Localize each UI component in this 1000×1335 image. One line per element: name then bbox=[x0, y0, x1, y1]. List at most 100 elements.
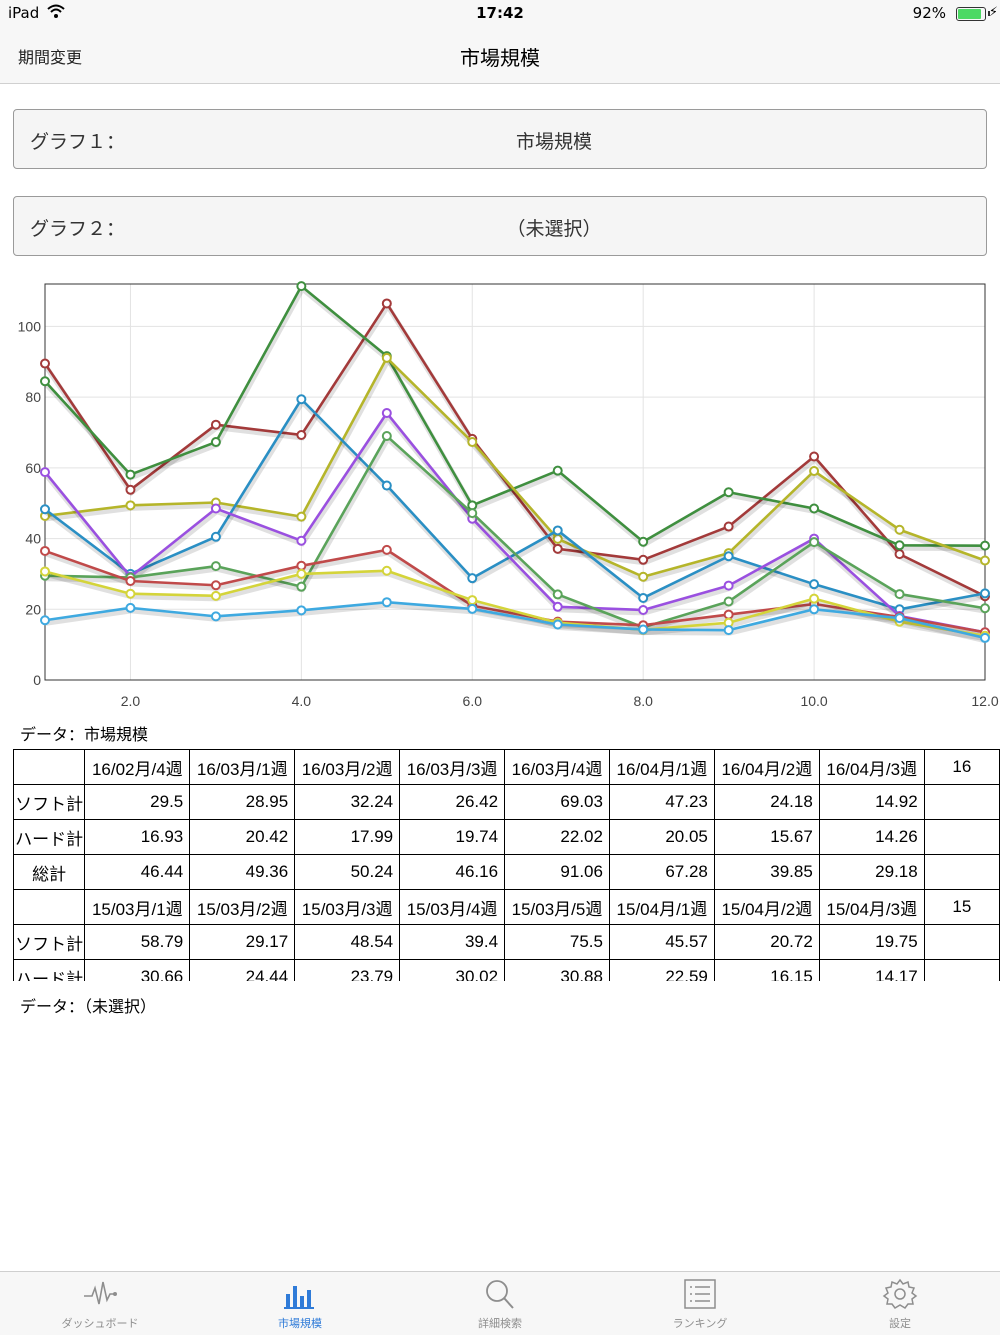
data-point bbox=[210, 580, 221, 591]
column-header: 15/03月/1週 bbox=[84, 889, 191, 925]
table-cell: 48.54 bbox=[294, 924, 401, 960]
data-point bbox=[552, 465, 563, 476]
pulse-icon bbox=[84, 1281, 117, 1305]
wifi-icon bbox=[47, 4, 65, 18]
data-point bbox=[40, 566, 50, 577]
table-cell: 32.24 bbox=[294, 784, 401, 820]
data-point bbox=[723, 521, 734, 532]
charging-icon: ⚡ bbox=[988, 5, 998, 20]
data-point bbox=[296, 568, 307, 579]
column-header: 16/03月/3週 bbox=[399, 749, 506, 785]
table-cell bbox=[923, 854, 1000, 890]
device-name: iPad bbox=[8, 4, 40, 22]
table-cell: 29.17 bbox=[189, 924, 296, 960]
data-point bbox=[125, 469, 136, 480]
data-point bbox=[210, 561, 221, 572]
tab-settings[interactable]: 設定 bbox=[800, 1272, 1000, 1335]
data-point bbox=[210, 531, 221, 542]
data-point bbox=[723, 596, 734, 607]
data-point bbox=[296, 535, 307, 546]
data-point bbox=[894, 549, 905, 560]
series-line-2 bbox=[44, 284, 986, 547]
data-point bbox=[809, 503, 820, 514]
data-point bbox=[296, 581, 307, 592]
y-tick-label: 80 bbox=[25, 389, 41, 405]
table-cell: 14.26 bbox=[818, 819, 925, 855]
table-row: ソフト計 29.5 28.95 32.24 26.42 69.03 47.23 24.18 14… bbox=[13, 784, 1000, 820]
table-cell: 39.4 bbox=[399, 924, 506, 960]
series-line-3 bbox=[44, 356, 986, 579]
table-cell: 22.02 bbox=[504, 819, 610, 855]
change-period-button[interactable]: 期間変更 bbox=[18, 48, 83, 67]
row-header: ソフト計 bbox=[13, 784, 86, 820]
tab-detailed-search[interactable]: 詳細検索 bbox=[400, 1272, 600, 1335]
column-header: 15/03月/3週 bbox=[294, 889, 401, 925]
column-header: 15/03月/2週 bbox=[189, 889, 296, 925]
data-point bbox=[980, 540, 990, 551]
table-cell: 29.18 bbox=[818, 854, 925, 890]
market-size-line-chart: 0 20 40 60 80 100 2.0 4.0 6.0 8.0 10.0 12.0 bbox=[18, 281, 999, 709]
data-point bbox=[980, 555, 990, 566]
data-point bbox=[467, 437, 478, 448]
data-point bbox=[723, 580, 734, 591]
series-shadow bbox=[44, 398, 987, 615]
tab-market-size[interactable]: 市場規模 bbox=[200, 1272, 400, 1335]
table-cell: 20.05 bbox=[608, 819, 715, 855]
y-tick-label: 100 bbox=[18, 318, 42, 334]
x-tick-label: 4.0 bbox=[292, 693, 312, 709]
table-cell: 91.06 bbox=[504, 854, 610, 890]
series-line-9 bbox=[44, 600, 986, 640]
table-cell: 20.72 bbox=[713, 924, 820, 960]
tab-dashboard[interactable]: ダッシュボード bbox=[0, 1272, 200, 1335]
data-point bbox=[638, 536, 649, 547]
data-point bbox=[638, 592, 649, 603]
table-cell: 14.92 bbox=[818, 784, 925, 820]
row-header: ハード計 bbox=[13, 959, 86, 981]
data-point bbox=[809, 466, 820, 477]
table-cell: 67.28 bbox=[608, 854, 715, 890]
series-shadow bbox=[44, 285, 987, 552]
data-point bbox=[723, 487, 734, 498]
column-header: 15 bbox=[923, 889, 1000, 925]
data-point bbox=[552, 601, 563, 612]
data-point bbox=[125, 576, 136, 586]
table-cell: 20.42 bbox=[189, 819, 296, 855]
tab-label: 設定 bbox=[889, 1317, 911, 1330]
x-tick-label: 6.0 bbox=[463, 693, 483, 709]
data-point bbox=[723, 609, 734, 620]
graph2-label: グラフ２： bbox=[30, 218, 126, 240]
column-header: 15/04月/2週 bbox=[713, 889, 820, 925]
table-row: 総計 46.44 49.36 50.24 46.16 91.06 67.28 39.85 29.… bbox=[13, 854, 1000, 890]
table-row: ハード計 30.66 24.44 23.79 30.02 30.88 22.59 16.15 1… bbox=[13, 959, 1000, 981]
data-point bbox=[809, 604, 820, 615]
data-point bbox=[40, 615, 50, 626]
data-point bbox=[381, 408, 392, 419]
table-cell: 16.93 bbox=[84, 819, 191, 855]
data-point bbox=[552, 619, 563, 630]
plot-frame bbox=[44, 283, 986, 681]
x-tick-label: 2.0 bbox=[121, 693, 141, 709]
tab-ranking[interactable]: ランキング bbox=[600, 1272, 800, 1335]
table-cell: 69.03 bbox=[504, 784, 610, 820]
tab-label: 詳細検索 bbox=[478, 1317, 522, 1330]
data-point bbox=[723, 551, 734, 562]
column-header: 16/03月/4週 bbox=[504, 749, 610, 785]
data-table-scroll[interactable]: 16/02月/4週 16/03月/1週 16/03月/2週 16/03月/3週 16/0… bbox=[13, 749, 1000, 981]
data-point bbox=[296, 511, 307, 522]
graph1-selector[interactable]: グラフ１： 市場規模 bbox=[13, 109, 987, 169]
data-point bbox=[894, 524, 905, 535]
row-header: ハード計 bbox=[13, 819, 86, 855]
column-header: 16/03月/1週 bbox=[189, 749, 296, 785]
column-header: 16/04月/3週 bbox=[818, 749, 925, 785]
gear-icon bbox=[882, 1278, 918, 1309]
y-tick-label: 20 bbox=[25, 601, 41, 617]
column-header: 16/04月/1週 bbox=[608, 749, 715, 785]
data-point bbox=[467, 603, 478, 614]
x-tick-label: 8.0 bbox=[633, 693, 653, 709]
graph2-value: （未選択） bbox=[506, 218, 602, 240]
data-point bbox=[467, 573, 478, 584]
data-point bbox=[381, 431, 392, 442]
graph2-selector[interactable]: グラフ２： （未選択） bbox=[13, 196, 987, 256]
tab-label: ダッシュボード bbox=[61, 1317, 139, 1330]
table-cell: 17.99 bbox=[294, 819, 401, 855]
